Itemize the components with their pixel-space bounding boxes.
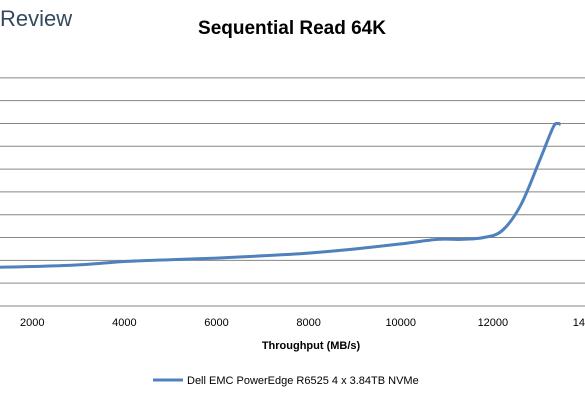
x-axis-ticks: 2000 4000 6000 8000 10000 12000 14 [20, 317, 585, 329]
legend-entry-label: Dell EMC PowerEdge R6525 4 x 3.84TB NVMe [187, 375, 419, 387]
x-tick-label-1: 4000 [112, 317, 136, 329]
series-line-0 [0, 121, 562, 269]
x-tick-label-2: 6000 [204, 317, 228, 329]
gridlines [0, 77, 585, 307]
x-tick-label-3: 8000 [296, 317, 320, 329]
x-tick-label-0: 2000 [20, 317, 44, 329]
chart-title: Sequential Read 64K [198, 18, 386, 39]
series-layer [0, 121, 562, 269]
x-axis-label: Throughput (MB/s) [262, 340, 361, 352]
x-tick-label-6: 14 [573, 317, 585, 329]
logo-text: Review [0, 6, 72, 31]
x-tick-label-4: 10000 [385, 317, 416, 329]
plot-area: 2000 4000 6000 8000 10000 12000 14 [0, 77, 585, 329]
legend: Dell EMC PowerEdge R6525 4 x 3.84TB NVMe [153, 375, 419, 387]
x-tick-label-5: 12000 [478, 317, 509, 329]
